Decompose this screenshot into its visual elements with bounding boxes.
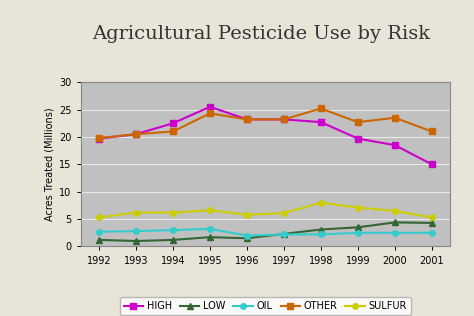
OIL	[281, 233, 287, 236]
Line: LOW: LOW	[96, 220, 435, 244]
LOW	[96, 238, 102, 242]
OTHER	[244, 118, 250, 121]
LOW	[281, 232, 287, 236]
OTHER	[96, 136, 102, 140]
LOW	[318, 228, 324, 231]
OTHER	[429, 130, 435, 133]
OIL	[244, 234, 250, 237]
Line: OIL: OIL	[96, 226, 435, 238]
OTHER	[170, 130, 176, 133]
SULFUR	[318, 201, 324, 204]
HIGH	[96, 137, 102, 141]
LOW	[429, 221, 435, 225]
OIL	[318, 233, 324, 236]
LOW	[133, 239, 139, 243]
HIGH	[392, 143, 398, 147]
LOW	[207, 235, 213, 239]
HIGH	[244, 118, 250, 121]
HIGH	[318, 120, 324, 124]
HIGH	[207, 105, 213, 109]
OIL	[133, 229, 139, 233]
LOW	[392, 221, 398, 224]
OTHER	[318, 106, 324, 110]
OIL	[355, 231, 361, 235]
Text: Agricultural Pesticide Use by Risk: Agricultural Pesticide Use by Risk	[91, 25, 430, 43]
SULFUR	[207, 209, 213, 212]
SULFUR	[355, 206, 361, 210]
Line: OTHER: OTHER	[96, 106, 435, 141]
SULFUR	[170, 211, 176, 215]
Line: SULFUR: SULFUR	[96, 200, 435, 220]
SULFUR	[392, 209, 398, 213]
SULFUR	[281, 211, 287, 215]
SULFUR	[133, 211, 139, 215]
SULFUR	[96, 216, 102, 219]
OTHER	[207, 112, 213, 115]
OIL	[96, 230, 102, 234]
LOW	[170, 238, 176, 242]
HIGH	[170, 121, 176, 125]
OIL	[392, 231, 398, 235]
Y-axis label: Acres Treated (Millions): Acres Treated (Millions)	[45, 107, 55, 221]
LOW	[355, 225, 361, 229]
Line: HIGH: HIGH	[96, 104, 435, 167]
OTHER	[281, 118, 287, 121]
LOW	[244, 236, 250, 240]
HIGH	[355, 137, 361, 141]
OTHER	[355, 120, 361, 124]
SULFUR	[429, 216, 435, 219]
SULFUR	[244, 213, 250, 216]
HIGH	[429, 162, 435, 166]
OTHER	[392, 116, 398, 120]
OIL	[429, 231, 435, 235]
HIGH	[133, 132, 139, 136]
OIL	[207, 227, 213, 231]
OIL	[170, 228, 176, 232]
OTHER	[133, 132, 139, 136]
Legend: HIGH, LOW, OIL, OTHER, SULFUR: HIGH, LOW, OIL, OTHER, SULFUR	[120, 297, 411, 315]
HIGH	[281, 118, 287, 121]
